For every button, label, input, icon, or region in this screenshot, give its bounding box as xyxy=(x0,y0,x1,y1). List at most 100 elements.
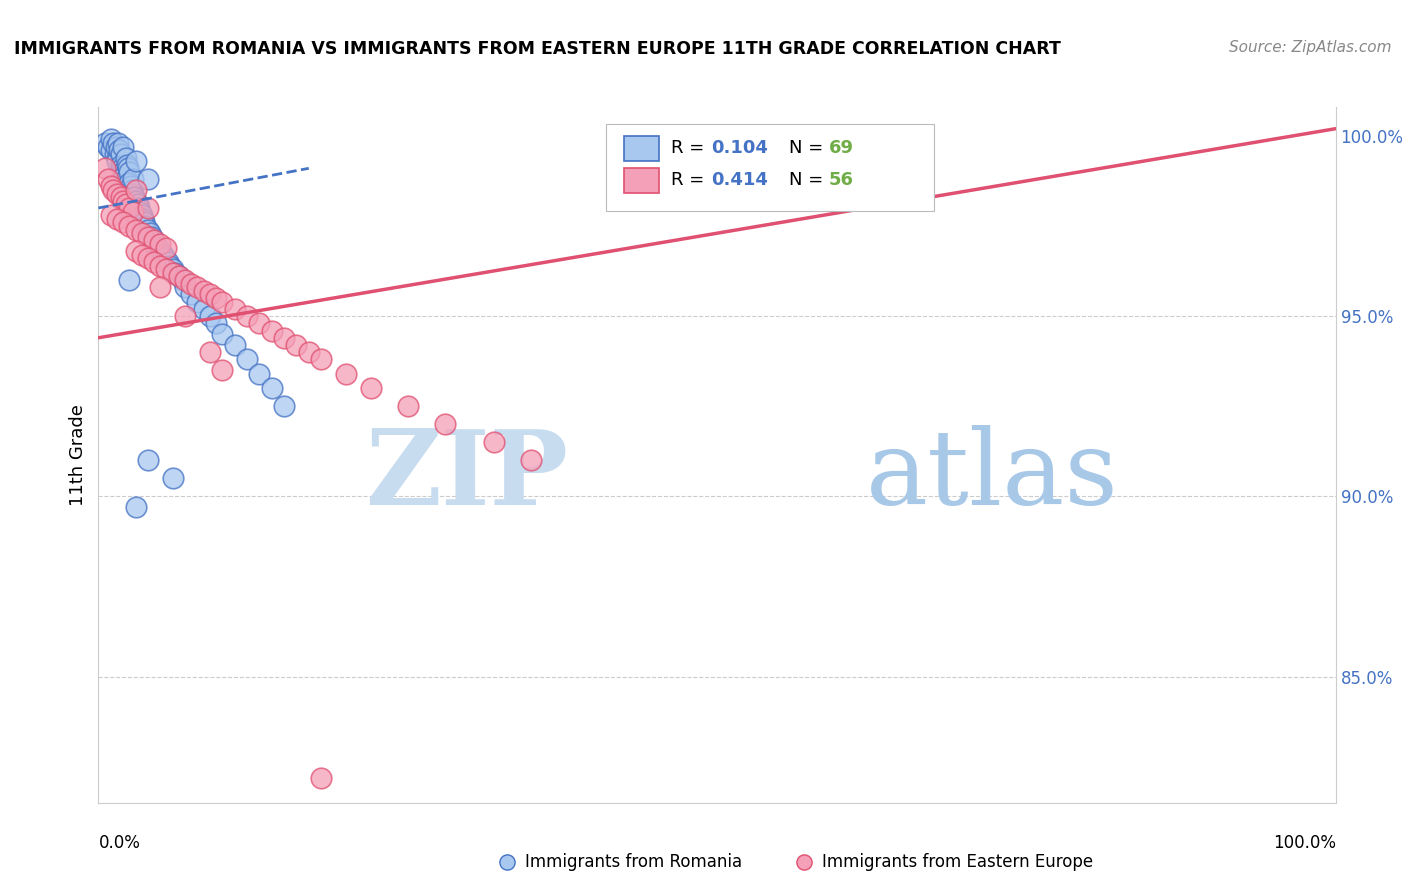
Point xyxy=(97,172,120,186)
Point xyxy=(105,211,128,226)
Text: 0.104: 0.104 xyxy=(711,139,768,157)
Point xyxy=(120,179,142,194)
Point xyxy=(162,266,184,280)
Point xyxy=(143,255,166,269)
Point xyxy=(309,771,332,785)
Point xyxy=(136,172,159,186)
Point xyxy=(100,208,122,222)
Point xyxy=(139,226,162,240)
Point xyxy=(205,291,228,305)
FancyBboxPatch shape xyxy=(624,168,659,193)
Point xyxy=(97,139,120,153)
Point xyxy=(124,154,146,169)
Point xyxy=(198,287,221,301)
Point xyxy=(118,273,141,287)
Text: Source: ZipAtlas.com: Source: ZipAtlas.com xyxy=(1229,40,1392,55)
Point xyxy=(103,147,125,161)
Text: 100.0%: 100.0% xyxy=(1272,834,1336,852)
Point xyxy=(205,316,228,330)
Point xyxy=(211,363,233,377)
Point xyxy=(103,183,125,197)
Point xyxy=(112,194,135,208)
Point xyxy=(224,338,246,352)
Point xyxy=(118,219,141,233)
Point xyxy=(103,136,125,150)
Point xyxy=(167,269,190,284)
Point xyxy=(127,197,149,211)
Point xyxy=(132,211,155,226)
Point xyxy=(118,201,141,215)
Point xyxy=(149,280,172,294)
Point xyxy=(100,132,122,146)
Point xyxy=(100,179,122,194)
Point xyxy=(298,345,321,359)
Point xyxy=(136,252,159,266)
Point xyxy=(110,190,132,204)
Point xyxy=(165,266,187,280)
Point xyxy=(260,324,283,338)
Point xyxy=(484,435,506,450)
Point xyxy=(186,280,208,294)
Point xyxy=(105,151,128,165)
Y-axis label: 11th Grade: 11th Grade xyxy=(69,404,87,506)
Point xyxy=(124,183,146,197)
Text: N =: N = xyxy=(789,171,828,189)
Text: 56: 56 xyxy=(828,171,853,189)
Point xyxy=(118,165,141,179)
Point xyxy=(122,172,145,186)
Point xyxy=(273,331,295,345)
Point xyxy=(236,352,259,367)
Point xyxy=(172,273,194,287)
Point xyxy=(146,241,169,255)
Point xyxy=(193,284,215,298)
Text: IMMIGRANTS FROM ROMANIA VS IMMIGRANTS FROM EASTERN EUROPE 11TH GRADE CORRELATION: IMMIGRANTS FROM ROMANIA VS IMMIGRANTS FR… xyxy=(14,40,1062,58)
Point xyxy=(149,244,172,259)
Point xyxy=(186,294,208,309)
Point xyxy=(260,381,283,395)
Point xyxy=(121,183,143,197)
Point xyxy=(193,301,215,316)
Point xyxy=(520,453,543,467)
Text: atlas: atlas xyxy=(866,425,1118,527)
Point xyxy=(167,269,190,284)
Point xyxy=(309,352,332,367)
Point xyxy=(124,190,146,204)
Point xyxy=(136,222,159,236)
Point xyxy=(118,176,141,190)
Point xyxy=(152,248,174,262)
Point xyxy=(112,215,135,229)
Point xyxy=(114,172,136,186)
Point xyxy=(180,287,202,301)
Point xyxy=(198,309,221,323)
Point xyxy=(93,161,115,176)
Point xyxy=(360,381,382,395)
Point xyxy=(134,219,156,233)
Point xyxy=(236,309,259,323)
Point xyxy=(273,399,295,413)
Point xyxy=(107,136,129,150)
Point xyxy=(110,147,132,161)
Point xyxy=(180,277,202,291)
Point xyxy=(162,262,184,277)
Point xyxy=(117,161,139,176)
Point xyxy=(224,301,246,316)
Point xyxy=(93,136,115,150)
Text: R =: R = xyxy=(671,171,710,189)
FancyBboxPatch shape xyxy=(606,124,934,211)
Text: 69: 69 xyxy=(828,139,853,157)
Point xyxy=(143,234,166,248)
Point xyxy=(155,241,177,255)
Point xyxy=(174,273,197,287)
Point xyxy=(433,417,456,432)
Point xyxy=(129,204,152,219)
Point xyxy=(136,453,159,467)
Point xyxy=(112,169,135,183)
Point xyxy=(156,255,179,269)
Point xyxy=(105,154,128,169)
Text: ZIP: ZIP xyxy=(366,425,568,527)
Point xyxy=(149,259,172,273)
Point xyxy=(174,309,197,323)
Point xyxy=(124,244,146,259)
Point xyxy=(211,327,233,342)
Point xyxy=(105,186,128,201)
